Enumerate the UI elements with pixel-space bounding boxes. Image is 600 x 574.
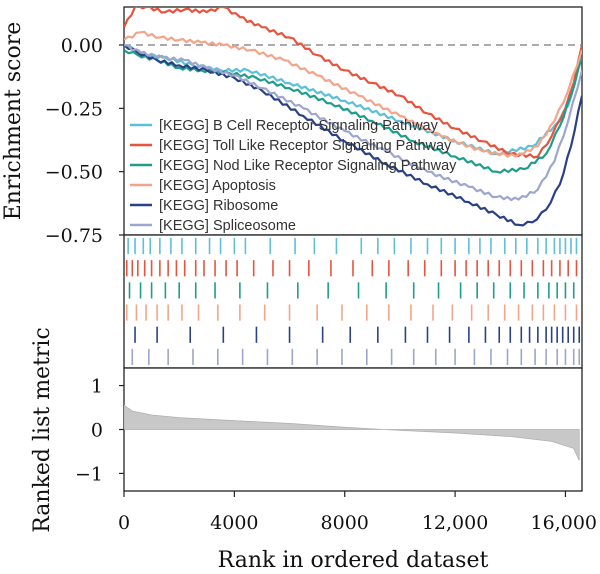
legend-label: [KEGG] Ribosome [159, 198, 278, 214]
x-axis-label: Rank in ordered dataset [218, 548, 489, 573]
legend: [KEGG] B Cell Receptor Signaling Pathway… [130, 118, 457, 234]
es-line-4 [124, 30, 582, 158]
es-line-5 [124, 44, 582, 227]
es-ytick-label: −0.25 [45, 98, 103, 120]
x-tick-label: 12,000 [422, 512, 488, 534]
hit-tracks [125, 238, 581, 365]
es-line-2 [124, 7, 582, 159]
es-line-3 [124, 49, 582, 174]
enrichment-y-axis-label: Enrichment score [1, 22, 26, 221]
ranked-metric-y-ticks: 1 0 −1 [75, 376, 124, 485]
enrichment-panel: 0.00 −0.25 −0.50 −0.75 [KEGG] B Cell Recept… [1, 6, 583, 247]
ranked-metric-area [124, 404, 580, 461]
rm-ytick-label: 0 [91, 420, 103, 442]
rm-ytick-label: −1 [75, 463, 103, 485]
legend-label: [KEGG] Toll Like Receptor Signaling Path… [159, 138, 452, 154]
ranked-metric-y-axis-label: Ranked list metric [30, 327, 55, 533]
es-ytick-label: −0.75 [45, 225, 103, 247]
enrichment-y-ticks: 0.00 −0.25 −0.50 −0.75 [45, 35, 124, 247]
x-tick-label: 16,000 [531, 512, 597, 534]
hits-panel-frame [123, 234, 583, 369]
legend-label: [KEGG] Apoptosis [159, 178, 276, 194]
enrichment-curves [124, 7, 582, 227]
es-ytick-label: 0.00 [61, 35, 103, 57]
x-tick-label: 4000 [210, 512, 258, 534]
es-ytick-label: −0.50 [45, 162, 103, 184]
legend-label: [KEGG] B Cell Receptor Signaling Pathway [159, 118, 439, 134]
x-axis: 0 4000 8000 12,000 16,000 [118, 491, 597, 534]
es-line-6 [124, 43, 582, 202]
ranked-metric-panel: 1 0 −1 Ranked list metric [30, 327, 583, 533]
x-tick-label: 0 [118, 512, 130, 534]
x-tick-label: 8000 [321, 512, 369, 534]
hits-panel [123, 234, 583, 369]
legend-label: [KEGG] Nod Like Receptor Signaling Pathw… [159, 158, 457, 174]
rm-ytick-label: 1 [91, 376, 103, 398]
legend-label: [KEGG] Spliceosome [159, 218, 296, 234]
